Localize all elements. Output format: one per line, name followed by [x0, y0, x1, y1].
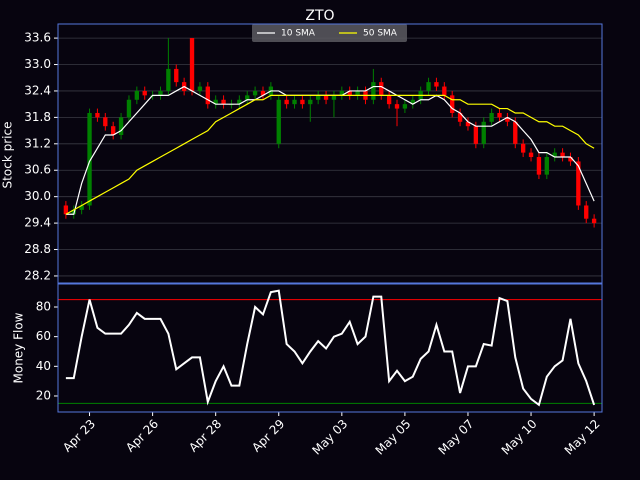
plot-area: [63, 38, 597, 228]
candle-body: [497, 112, 502, 118]
y-tick-label: 80: [36, 299, 51, 313]
candle-body: [434, 82, 439, 87]
candle-body: [87, 112, 92, 206]
candle-body: [568, 157, 573, 162]
candle-body: [142, 90, 147, 96]
candle-body: [308, 99, 313, 105]
candle-body: [260, 90, 266, 96]
candle-body: [323, 95, 329, 100]
legend-box: [252, 24, 407, 42]
legend-label: 10 SMA: [281, 29, 316, 39]
candle-body: [276, 99, 281, 144]
candle-body: [339, 90, 344, 96]
y-tick-label: 32.4: [24, 83, 51, 97]
money-flow-line: [65, 289, 596, 407]
candle-body: [174, 68, 179, 83]
candle-body: [166, 68, 171, 91]
axes-frame: [57, 23, 603, 284]
candle-body: [79, 205, 84, 210]
y-tick-label: 20: [36, 388, 51, 402]
candle-body: [292, 99, 297, 105]
candle-body: [386, 95, 392, 105]
candle-body: [465, 121, 471, 127]
candle-body: [126, 99, 132, 118]
candle-body: [355, 90, 360, 96]
candle-body: [426, 82, 431, 91]
candle-body: [552, 152, 557, 158]
candle-body: [63, 205, 69, 215]
y-tick-label: 33.0: [24, 57, 51, 71]
candle-body: [481, 121, 486, 144]
candle-body: [189, 38, 195, 91]
y-tick-label: 31.2: [24, 136, 51, 150]
candle-body: [513, 121, 518, 144]
y-tick-label: 40: [36, 359, 51, 373]
candle-body: [316, 95, 321, 100]
candle-body: [221, 99, 226, 105]
candle-body: [197, 86, 203, 91]
candle-body: [347, 90, 352, 96]
candle-body: [284, 99, 289, 105]
y-axis-label: Stock price: [1, 122, 15, 189]
candle-body: [103, 117, 108, 127]
candle-body: [402, 104, 408, 109]
candle-body: [245, 95, 250, 100]
y-tick-label: 30.6: [24, 163, 51, 177]
candle-body: [505, 117, 510, 122]
sma-line: [65, 94, 595, 215]
candle-body: [584, 205, 589, 219]
candle-body: [111, 126, 116, 135]
candle-body: [371, 82, 376, 100]
y-tick-label: 29.4: [24, 216, 51, 230]
candle-body: [379, 82, 384, 96]
candle-body: [213, 99, 218, 105]
candle-body: [237, 99, 242, 105]
candle-body: [252, 90, 258, 96]
y-tick-label: 33.6: [24, 31, 51, 45]
candle-body: [118, 117, 124, 135]
y-tick-label: 28.8: [24, 242, 51, 256]
candle-body: [95, 112, 100, 118]
y-tick-label: 28.2: [24, 268, 51, 282]
candle-body: [205, 86, 210, 105]
plot-area: [58, 289, 602, 407]
candle-body: [544, 157, 549, 175]
chart-title: ZTO: [305, 8, 334, 24]
candle-body: [442, 86, 447, 96]
y-tick-label: 31.8: [24, 110, 51, 124]
y-axis-label: Money Flow: [12, 312, 26, 383]
candle-body: [560, 152, 565, 158]
candle-body: [536, 157, 542, 175]
candle-body: [576, 161, 581, 206]
candle-body: [457, 112, 463, 122]
candle-body: [528, 152, 534, 158]
legend-label: 50 SMA: [363, 29, 398, 39]
y-tick-label: 60: [36, 329, 51, 343]
axes-frame: [57, 283, 603, 413]
candle-body: [489, 112, 494, 122]
y-tick-label: 30.0: [24, 189, 51, 203]
candle-body: [394, 104, 400, 109]
candle-body: [520, 143, 526, 153]
candle-body: [300, 99, 305, 105]
candle-body: [410, 99, 415, 105]
candle-body: [158, 90, 163, 96]
candle-body: [591, 218, 597, 224]
candle-body: [450, 95, 455, 113]
candle-body: [473, 126, 479, 144]
candle-body: [331, 95, 337, 100]
candle-body: [134, 90, 140, 100]
